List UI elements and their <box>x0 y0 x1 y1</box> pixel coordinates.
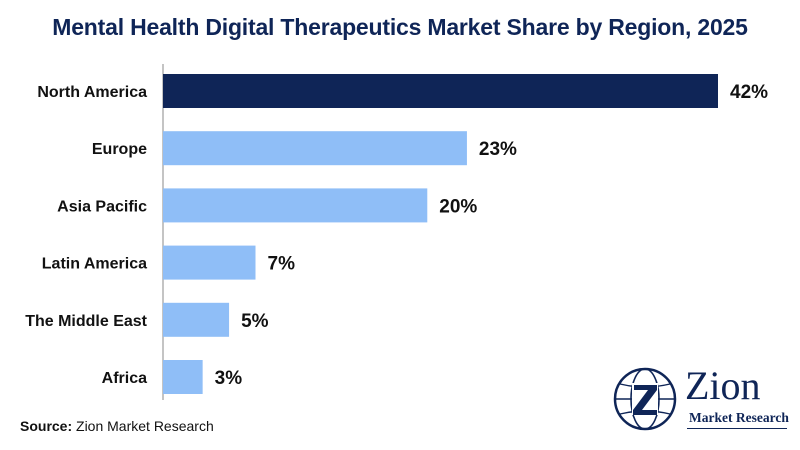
chart-title: Mental Health Digital Therapeutics Marke… <box>52 14 748 40</box>
bar-latin-america <box>163 245 256 280</box>
bar-chart: North America 42% Europe 23% Asia Pacific 20%… <box>25 64 768 400</box>
bar-africa <box>163 360 203 394</box>
logo-wordmark: Zion <box>685 363 761 408</box>
logo-underline <box>687 428 787 429</box>
source-label: Source: <box>20 418 73 434</box>
value-label: 3% <box>215 368 243 389</box>
source-text: Zion Market Research <box>72 418 214 434</box>
category-label: Latin America <box>42 256 147 273</box>
bar-europe <box>163 131 467 166</box>
value-label: 23% <box>479 139 517 160</box>
category-label: Africa <box>102 370 147 387</box>
value-label: 7% <box>268 254 296 275</box>
category-label: North America <box>37 84 147 101</box>
bar-asia-pacific <box>163 188 428 223</box>
globe-z-icon <box>613 367 677 431</box>
source-note: Source: Zion Market Research <box>20 418 214 434</box>
value-label: 5% <box>241 311 269 332</box>
bar-north-america <box>163 74 718 108</box>
category-label: The Middle East <box>25 313 147 330</box>
category-label: Europe <box>92 141 147 158</box>
category-label: Asia Pacific <box>57 198 147 215</box>
bar-the-middle-east <box>163 302 230 337</box>
value-label: 42% <box>730 82 768 103</box>
logo-tagline: Market Research <box>689 410 789 425</box>
value-label: 20% <box>439 196 477 217</box>
zion-logo: Zion Market Research <box>612 366 792 432</box>
